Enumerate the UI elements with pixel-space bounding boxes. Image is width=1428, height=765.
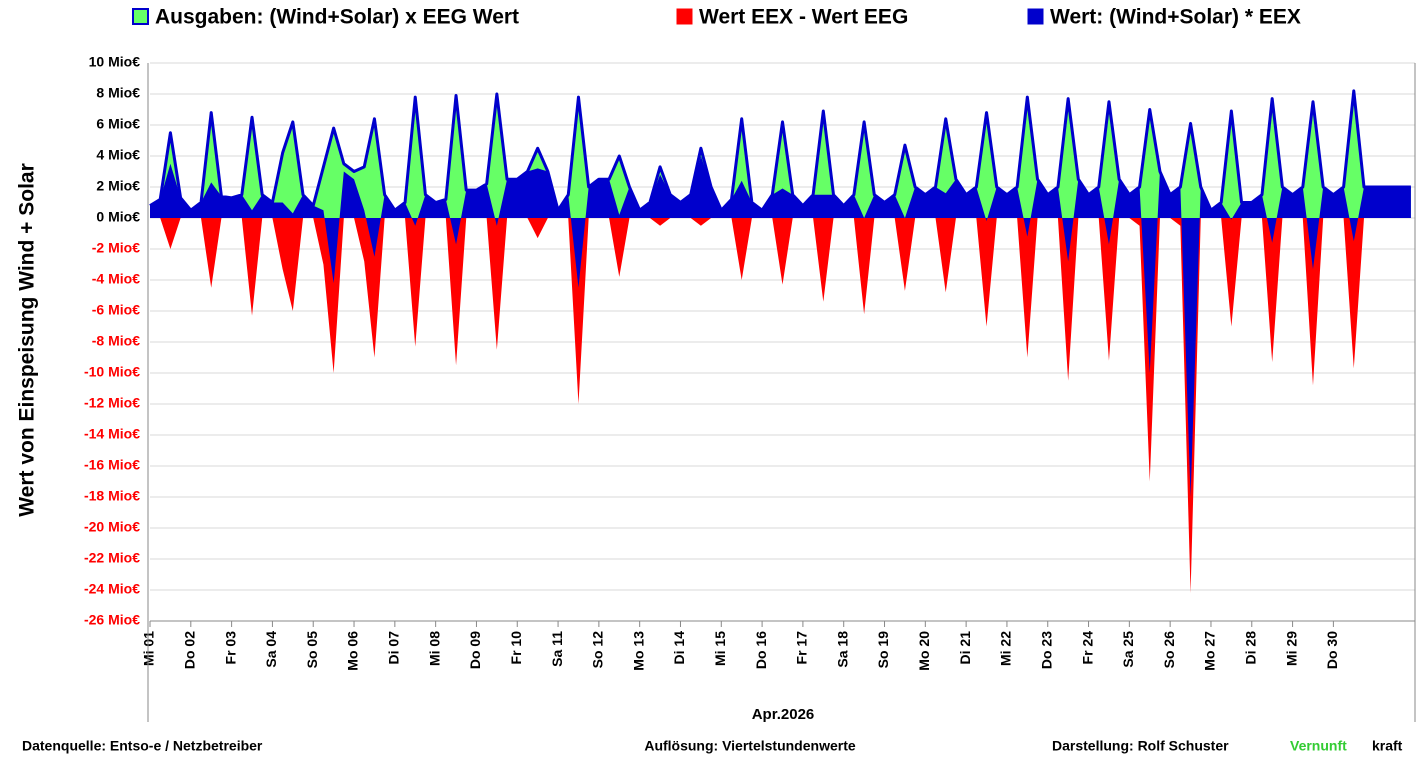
legend-item: Ausgaben: (Wind+Solar) x EEG Wert — [132, 6, 519, 29]
x-tick-label: Di 28 — [1242, 631, 1258, 665]
x-tick-label: Di 21 — [957, 631, 973, 665]
y-tick-label: 4 Mio€ — [96, 147, 140, 163]
y-tick-label: -10 Mio€ — [84, 364, 140, 380]
x-tick-label: Sa 11 — [549, 631, 565, 667]
x-tick-label: Do 09 — [467, 631, 483, 669]
y-tick-label: -20 Mio€ — [84, 519, 140, 535]
x-tick-label: Fr 17 — [794, 631, 810, 665]
x-tick-label: So 19 — [875, 631, 891, 669]
footer-resolution: Auflösung: Viertelstundenwerte — [644, 738, 856, 754]
x-tick-label: Mi 01 — [141, 631, 157, 666]
x-axis-label: Apr.2026 — [752, 706, 815, 723]
y-tick-label: -18 Mio€ — [84, 488, 140, 504]
x-tick-label: So 12 — [590, 631, 606, 669]
y-tick-label: -16 Mio€ — [84, 457, 140, 473]
x-tick-label: Fr 24 — [1079, 631, 1095, 665]
legend-label: Wert: (Wind+Solar) * EEX — [1050, 6, 1301, 29]
footer-author: Darstellung: Rolf Schuster — [1052, 738, 1229, 754]
x-tick-label: Mi 15 — [712, 631, 728, 666]
y-tick-label: -14 Mio€ — [84, 426, 140, 442]
legend-swatch — [676, 8, 693, 25]
legend-swatch — [1027, 8, 1044, 25]
y-axis-label: Wert von Einspeisung Wind + Solar — [16, 163, 39, 517]
y-tick-label: -6 Mio€ — [92, 302, 140, 318]
legend-item: Wert EEX - Wert EEG — [676, 6, 908, 29]
y-tick-label: -2 Mio€ — [92, 240, 140, 256]
legend-swatch — [132, 8, 149, 25]
y-tick-label: -12 Mio€ — [84, 395, 140, 411]
x-tick-label: So 26 — [1161, 631, 1177, 669]
x-tick-label: Do 16 — [753, 631, 769, 669]
line — [149, 89, 1411, 212]
y-tick-label: 6 Mio€ — [96, 116, 140, 132]
x-tick-label: Do 23 — [1038, 631, 1054, 669]
x-tick-label: Mo 20 — [916, 631, 932, 671]
x-tick-label: Do 30 — [1324, 631, 1340, 669]
y-tick-label: -26 Mio€ — [84, 612, 140, 628]
x-tick-label: Di 14 — [671, 631, 687, 665]
footer-source: Datenquelle: Entso-e / Netzbetreiber — [22, 738, 263, 754]
y-tick-label: -22 Mio€ — [84, 550, 140, 566]
y-tick-label: -4 Mio€ — [92, 271, 140, 287]
x-tick-label: Mi 29 — [1283, 631, 1299, 666]
x-tick-label: Di 07 — [386, 631, 402, 665]
footer-brand: kraft — [1372, 738, 1403, 754]
x-tick-label: Sa 04 — [263, 631, 279, 668]
y-tick-label: 2 Mio€ — [96, 178, 140, 194]
x-tick-label: Mi 08 — [426, 631, 442, 666]
legend-label: Ausgaben: (Wind+Solar) x EEG Wert — [155, 6, 519, 29]
area — [150, 218, 1411, 594]
x-tick-label: Sa 18 — [834, 631, 850, 668]
x-tick-label: Mi 22 — [998, 631, 1014, 666]
y-tick-label: 8 Mio€ — [96, 85, 140, 101]
x-tick-label: Do 02 — [182, 631, 198, 669]
x-tick-label: Fr 03 — [222, 631, 238, 665]
legend-item: Wert: (Wind+Solar) * EEX — [1027, 6, 1301, 29]
x-tick-label: Mo 13 — [630, 631, 646, 671]
x-tick-label: Mo 27 — [1202, 631, 1218, 671]
y-tick-label: 0 Mio€ — [96, 209, 140, 225]
y-tick-label: 10 Mio€ — [89, 54, 141, 70]
x-tick-label: Mo 06 — [345, 631, 361, 671]
x-tick-label: So 05 — [304, 631, 320, 669]
legend-label: Wert EEX - Wert EEG — [699, 6, 908, 29]
x-tick-label: Fr 10 — [508, 631, 524, 665]
y-tick-label: -24 Mio€ — [84, 581, 140, 597]
x-tick-label: Sa 25 — [1120, 631, 1136, 668]
y-tick-label: -8 Mio€ — [92, 333, 140, 349]
footer-brand: Vernunft — [1290, 738, 1347, 754]
